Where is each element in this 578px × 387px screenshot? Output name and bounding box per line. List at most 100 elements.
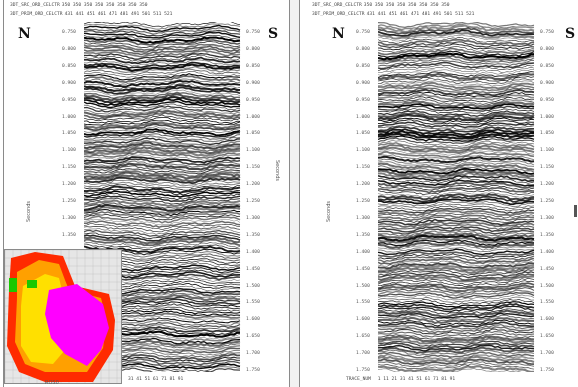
time-tick-label: 1.350 xyxy=(540,232,554,238)
time-tick-label: 1.350 xyxy=(62,232,76,238)
time-tick-label: 1.700 xyxy=(356,351,370,357)
map-green-patch-2 xyxy=(27,280,37,288)
time-tick-label: 1.250 xyxy=(356,199,370,204)
inset-label: ROS0 xyxy=(45,380,59,386)
time-tick-label: 0.750 xyxy=(246,30,260,35)
time-tick-label: 0.950 xyxy=(246,97,260,103)
time-tick-label: 0.900 xyxy=(356,80,370,86)
direction-north-left: N xyxy=(18,26,31,42)
time-tick-label: 0.950 xyxy=(62,97,76,103)
time-tick-label: 1.650 xyxy=(540,334,554,340)
time-tick-label: 1.350 xyxy=(246,232,260,238)
header-row-prim-right: 3DT_PRIM_ORD_CELCTR 431 441 451 461 471 4… xyxy=(312,12,475,17)
map-green-patch xyxy=(9,278,17,292)
seismic-panel-right: 3DT_SRC_ORD_CELCTR 350 350 350 350 350 35… xyxy=(299,0,578,387)
time-tick-label: 1.450 xyxy=(540,266,554,272)
time-tick-label: 1.600 xyxy=(540,317,554,323)
time-tick-label: 1.100 xyxy=(246,148,260,154)
time-tick-label: 1.300 xyxy=(540,215,554,221)
direction-north-right: N xyxy=(332,26,345,42)
time-tick-label: 1.350 xyxy=(356,232,370,238)
time-tick-label: 0.800 xyxy=(62,46,76,52)
time-tick-label: 0.950 xyxy=(356,97,370,103)
time-tick-label: 1.050 xyxy=(246,131,260,137)
survey-location-map xyxy=(4,249,122,384)
time-tick-label: 1.200 xyxy=(246,182,260,188)
time-tick-label: 0.900 xyxy=(62,80,76,86)
time-tick-label: 1.050 xyxy=(540,131,554,137)
time-tick-label: 1.750 xyxy=(246,368,260,373)
time-tick-label: 1.150 xyxy=(62,165,76,171)
time-tick-label: 1.100 xyxy=(62,148,76,154)
time-tick-label: 1.550 xyxy=(246,300,260,306)
time-tick-label: 1.750 xyxy=(356,368,370,373)
time-tick-label: 1.600 xyxy=(246,317,260,323)
y-axis-title-right-panel: Seconds xyxy=(326,200,332,222)
survey-map-graphic xyxy=(5,250,121,383)
time-tick-label: 1.250 xyxy=(62,199,76,204)
time-tick-label: 1.700 xyxy=(540,351,554,357)
header-row-src-right: 3DT_SRC_ORD_CELCTR 350 350 350 350 350 35… xyxy=(312,3,450,8)
seismic-section-right xyxy=(378,22,536,372)
time-tick-label: 1.100 xyxy=(356,148,370,154)
time-tick-label: 1.400 xyxy=(246,249,260,255)
direction-south-right: S xyxy=(565,26,576,42)
trace-axis-right: TRACE_NUM 1 11 21 31 41 51 61 71 81 91 xyxy=(346,377,456,382)
time-tick-label: 1.700 xyxy=(246,351,260,357)
time-tick-label: 1.250 xyxy=(246,199,260,204)
time-tick-label: 1.400 xyxy=(356,249,370,255)
time-tick-label: 1.300 xyxy=(62,215,76,221)
time-tick-label: 0.850 xyxy=(62,63,76,69)
time-tick-label: 1.000 xyxy=(356,114,370,120)
time-tick-label: 1.150 xyxy=(246,165,260,171)
time-tick-label: 0.750 xyxy=(540,30,554,35)
header-row-src-left: 3DT_SRC_ORD_CELCTR 350 350 350 350 350 35… xyxy=(10,3,148,8)
time-tick-label: 1.300 xyxy=(356,215,370,221)
time-tick-label: 0.850 xyxy=(540,63,554,69)
time-tick-label: 1.450 xyxy=(356,266,370,272)
time-tick-label: 1.150 xyxy=(540,165,554,171)
time-tick-label: 0.900 xyxy=(246,80,260,86)
time-tick-label: 1.600 xyxy=(356,317,370,323)
scroll-marker xyxy=(574,205,577,217)
time-tick-label: 1.750 xyxy=(540,368,554,373)
header-row-prim-left: 3DT_PRIM_ORD_CELCTR 431 441 451 461 471 4… xyxy=(10,12,173,17)
time-tick-label: 1.650 xyxy=(356,334,370,340)
y-axis-title-right: Seconds xyxy=(274,160,280,182)
time-tick-label: 1.650 xyxy=(246,334,260,340)
time-tick-label: 1.500 xyxy=(246,283,260,289)
time-tick-label: 1.000 xyxy=(540,114,554,120)
time-tick-label: 1.200 xyxy=(356,182,370,188)
time-tick-label: 1.500 xyxy=(540,283,554,289)
time-tick-label: 1.100 xyxy=(540,148,554,154)
time-tick-label: 1.000 xyxy=(246,114,260,120)
y-axis-title-left: Seconds xyxy=(26,200,32,222)
time-tick-label: 1.050 xyxy=(62,131,76,137)
time-tick-label: 0.900 xyxy=(540,80,554,86)
time-tick-label: 1.550 xyxy=(540,300,554,306)
time-tick-label: 0.750 xyxy=(62,30,76,35)
time-tick-label: 0.800 xyxy=(540,46,554,52)
time-tick-label: 1.550 xyxy=(356,300,370,306)
time-tick-label: 1.450 xyxy=(246,266,260,272)
survey-outline xyxy=(45,284,109,366)
direction-south-left: S xyxy=(268,26,279,42)
time-tick-label: 1.500 xyxy=(356,283,370,289)
trace-axis-left: 31 41 51 61 71 81 91 xyxy=(128,377,184,382)
time-tick-label: 0.800 xyxy=(246,46,260,52)
time-tick-label: 1.300 xyxy=(246,215,260,221)
time-tick-label: 0.850 xyxy=(246,63,260,69)
seismic-traces xyxy=(378,22,536,372)
time-tick-label: 1.250 xyxy=(540,199,554,204)
time-tick-label: 0.750 xyxy=(356,30,370,35)
time-tick-label: 1.200 xyxy=(540,182,554,188)
panel-divider xyxy=(290,0,299,387)
time-tick-label: 1.000 xyxy=(62,114,76,120)
time-tick-label: 1.050 xyxy=(356,131,370,137)
time-tick-label: 1.400 xyxy=(540,249,554,255)
time-tick-label: 1.150 xyxy=(356,165,370,171)
time-tick-label: 0.950 xyxy=(540,97,554,103)
time-tick-label: 0.850 xyxy=(356,63,370,69)
time-tick-label: 1.200 xyxy=(62,182,76,188)
time-tick-label: 0.800 xyxy=(356,46,370,52)
